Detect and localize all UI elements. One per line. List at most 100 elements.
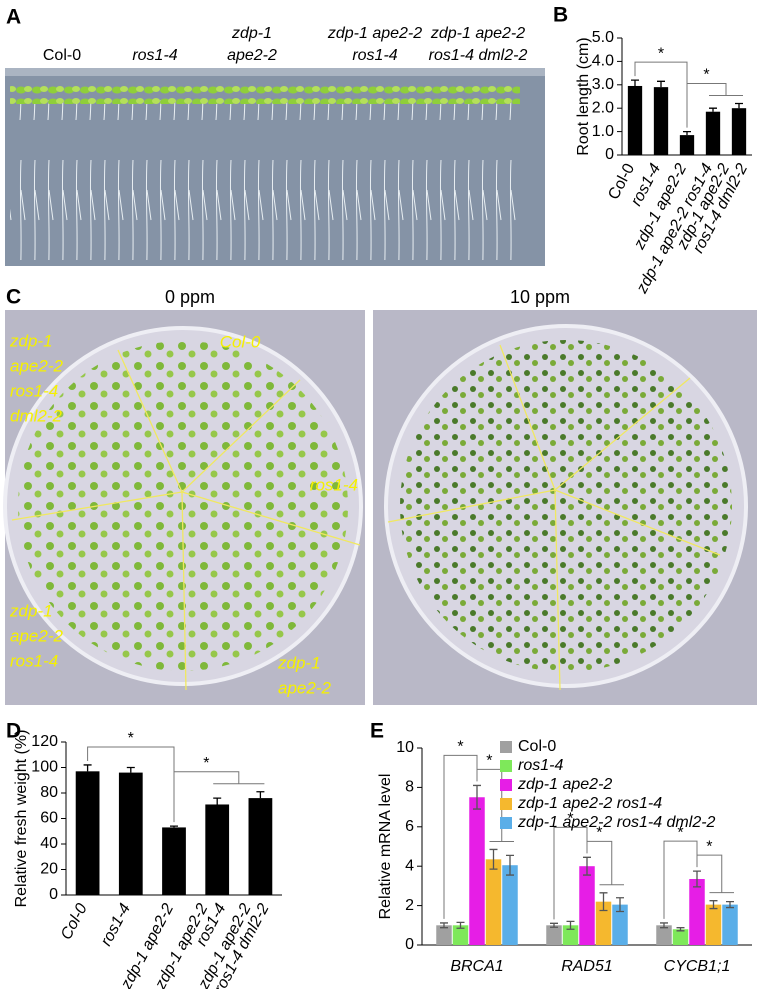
error-bar	[631, 79, 639, 86]
error-bar	[683, 130, 691, 136]
significance-star: *	[567, 811, 573, 828]
error-bar	[83, 764, 92, 772]
y-tick-label: 8	[405, 779, 414, 796]
genotype-label: ros1-4	[132, 47, 177, 64]
photo-title: 0 ppm	[165, 287, 215, 307]
genotype-label: ros1-4 dml2-2	[429, 47, 528, 64]
y-tick-label: 100	[31, 759, 58, 776]
y-tick-label: 4.0	[592, 53, 614, 70]
y-tick-label: 20	[40, 861, 58, 878]
y-tick-label: 0	[49, 886, 58, 903]
y-tick-label: 6	[405, 818, 414, 835]
y-tick-label: 3.0	[592, 76, 614, 93]
plate-edge	[5, 68, 545, 76]
bar	[162, 827, 186, 895]
sector-label: dml2-2	[10, 406, 63, 425]
legend-swatch	[500, 760, 512, 772]
seedlings	[18, 341, 348, 671]
legend-label: Col-0	[518, 738, 556, 755]
error-bar	[213, 797, 222, 805]
legend-swatch	[500, 779, 512, 791]
significance-bracket	[553, 826, 588, 920]
bar	[485, 859, 502, 945]
legend-swatch	[500, 741, 512, 753]
panel-letter: B	[553, 4, 568, 27]
y-axis-label: Root length (cm)	[575, 37, 592, 155]
x-tick-label: BRCA1	[450, 958, 503, 975]
y-axis-label: Relative mRNA level	[377, 774, 394, 920]
genotype-label: zdp-1 ape2-2	[327, 25, 422, 42]
significance-star: *	[128, 730, 134, 747]
y-tick-label: 2	[405, 897, 414, 914]
error-bar	[126, 766, 135, 773]
legend-label: zdp-1 ape2-2	[517, 776, 612, 793]
bar	[118, 772, 143, 895]
roots	[10, 100, 520, 260]
error-bar	[693, 870, 701, 888]
significance-star: *	[203, 755, 209, 772]
y-tick-label: 0	[605, 146, 614, 163]
significance-star: *	[596, 825, 602, 842]
significance-bracket	[586, 840, 624, 886]
sector-label: ape2-2	[278, 678, 331, 697]
panel-letter: E	[370, 720, 384, 743]
bar	[705, 904, 722, 945]
legend-swatch	[500, 817, 512, 829]
bar	[627, 85, 643, 155]
photo-title: 10 ppm	[510, 287, 570, 307]
y-tick-label: 4	[405, 857, 414, 874]
genotype-label: ape2-2	[227, 47, 277, 64]
error-bar	[583, 856, 591, 876]
sector-label: ape2-2	[10, 626, 63, 645]
bar	[248, 798, 273, 895]
significance-star: *	[457, 739, 463, 756]
sector-lines	[11, 344, 721, 691]
bar	[672, 929, 689, 945]
sector-label: Col-0	[220, 332, 261, 351]
error-bar	[657, 80, 665, 88]
legend-label: zdp-1 ape2-2 ros1-4	[517, 795, 662, 812]
y-tick-label: 10	[396, 739, 414, 756]
bar	[653, 87, 669, 155]
significance-bracket	[663, 840, 698, 919]
y-tick-label: 5.0	[592, 29, 614, 46]
significance-star: *	[706, 838, 712, 855]
y-tick-label: 2.0	[592, 99, 614, 116]
genotype-label: Col-0	[43, 47, 81, 64]
error-bar	[550, 922, 558, 928]
bar	[502, 865, 518, 945]
error-bar	[506, 854, 514, 876]
error-bar	[489, 848, 498, 870]
legend-label: ros1-4	[518, 757, 563, 774]
bar	[679, 135, 695, 155]
sector-label: zdp-1	[277, 653, 321, 672]
genotype-label: zdp-1	[231, 25, 272, 42]
y-tick-label: 120	[31, 733, 58, 750]
bar	[546, 925, 562, 945]
x-tick-label: CYCB1;1	[664, 958, 731, 975]
significance-star: *	[486, 753, 492, 770]
error-bar	[616, 897, 624, 913]
bar	[469, 797, 485, 945]
bar	[452, 925, 469, 945]
bar	[75, 771, 100, 895]
bar	[579, 866, 595, 945]
bar	[731, 108, 747, 155]
x-tick-label: ros1-4	[98, 901, 134, 949]
panel-letter: C	[6, 286, 21, 309]
legend-swatch	[500, 798, 512, 810]
error-bar	[456, 921, 465, 929]
error-bar	[566, 920, 575, 930]
x-tick-label: Col-0	[58, 901, 91, 943]
error-bar	[735, 102, 743, 109]
significance-star: *	[703, 67, 709, 84]
genotype-label: ros1-4	[352, 47, 397, 64]
bar	[612, 904, 628, 945]
significance-star: *	[658, 45, 664, 62]
sector-label: ros1-4	[10, 381, 58, 400]
bar	[689, 879, 705, 945]
y-tick-label: 1.0	[592, 123, 614, 140]
bar	[595, 901, 612, 945]
error-bar	[676, 927, 685, 932]
